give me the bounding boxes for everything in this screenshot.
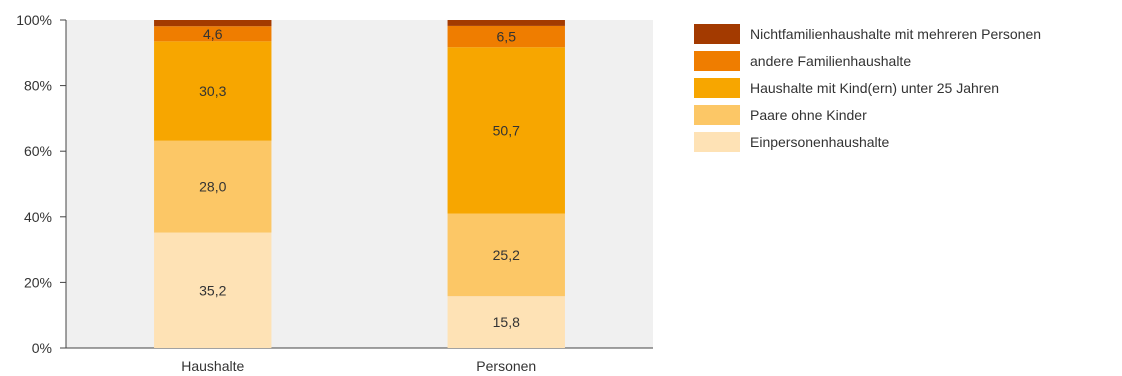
data-label: 28,0 (199, 179, 226, 195)
legend-label: Haushalte mit Kind(ern) unter 25 Jahren (750, 80, 1000, 96)
x-tick-label: Personen (476, 358, 536, 374)
bar-segment (447, 25, 565, 48)
legend-item: Haushalte mit Kind(ern) unter 25 Jahren (694, 76, 1041, 100)
legend-item: andere Familienhaushalte (694, 49, 1041, 73)
y-tick-label: 20% (24, 274, 52, 290)
data-label: 15,8 (493, 314, 520, 330)
bar-segment (447, 213, 565, 297)
y-tick-label: 60% (24, 143, 52, 159)
bar-segment (154, 20, 272, 27)
x-tick-label: Haushalte (181, 358, 244, 374)
data-label: 50,7 (493, 122, 520, 138)
legend-item: Paare ohne Kinder (694, 103, 1041, 127)
y-tick-label: 100% (16, 12, 52, 28)
legend-item: Nichtfamilienhaushalte mit mehreren Pers… (694, 22, 1041, 46)
bar-segment (154, 232, 272, 348)
legend-swatch (694, 132, 740, 152)
data-label: 4,6 (203, 26, 223, 42)
bar-segment (447, 47, 565, 214)
bar-segment (154, 140, 272, 233)
legend-swatch (694, 24, 740, 44)
legend-label: Einpersonenhaushalte (750, 134, 890, 150)
legend-swatch (694, 105, 740, 125)
chart-legend: Nichtfamilienhaushalte mit mehreren Pers… (694, 22, 1041, 157)
bar-segment (447, 20, 565, 26)
y-tick-label: 40% (24, 209, 52, 225)
y-tick-label: 0% (32, 340, 52, 356)
bar-segment (154, 41, 272, 141)
data-label: 6,5 (497, 29, 517, 45)
legend-swatch (694, 51, 740, 71)
data-label: 30,3 (199, 83, 226, 99)
legend-label: andere Familienhaushalte (750, 53, 912, 69)
bar-segment (447, 296, 565, 348)
bar-segment (154, 26, 272, 42)
legend-label: Paare ohne Kinder (750, 107, 867, 123)
legend-label: Nichtfamilienhaushalte mit mehreren Pers… (750, 26, 1042, 42)
legend-item: Einpersonenhaushalte (694, 130, 1041, 154)
y-tick-label: 80% (24, 78, 52, 94)
legend-swatch (694, 78, 740, 98)
data-label: 25,2 (493, 247, 520, 263)
data-label: 35,2 (199, 282, 226, 298)
